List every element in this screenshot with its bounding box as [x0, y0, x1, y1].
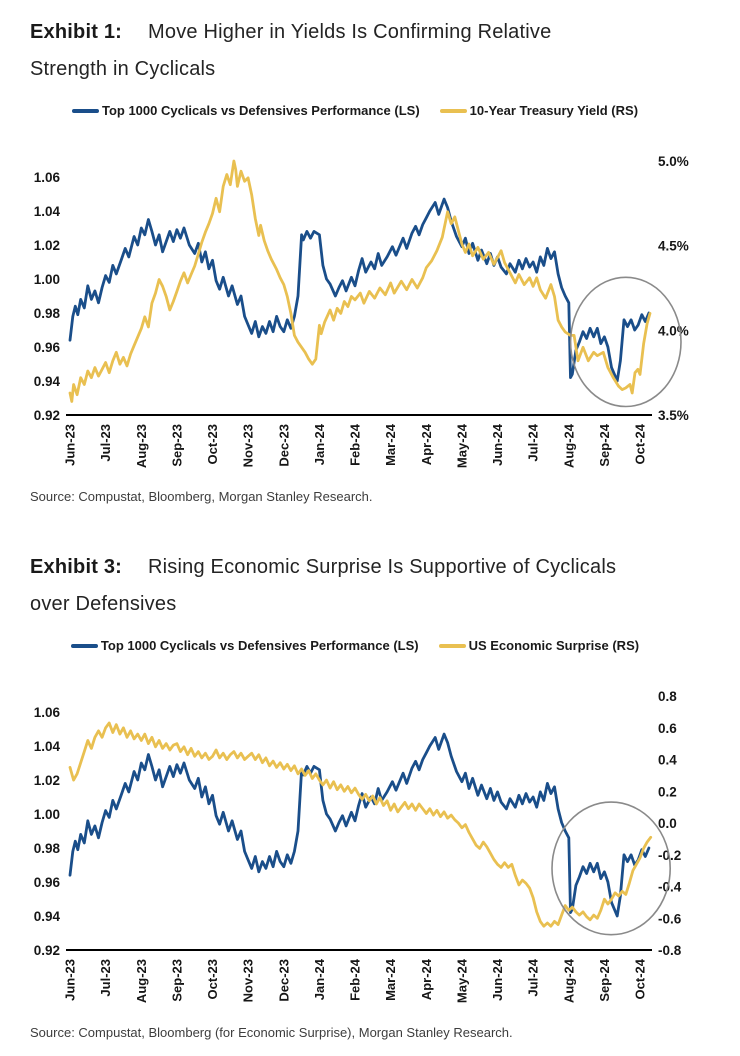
x-axis-tick-label: Mar-24 — [383, 423, 398, 466]
highlight-circle-annotation — [551, 801, 671, 936]
x-axis-tick-label: Jun-24 — [490, 423, 505, 466]
exhibit1-title-line2: Strength in Cyclicals — [30, 58, 216, 80]
x-axis-tick-label: Feb-24 — [348, 958, 363, 1001]
x-axis-tick-label: Jul-24 — [526, 958, 541, 996]
left-axis-tick-label: 0.92 — [34, 943, 60, 958]
exhibit1-title-line1: Move Higher in Yields Is Confirming Rela… — [148, 21, 552, 43]
x-axis-tick-label: Aug-23 — [134, 424, 149, 468]
left-axis-tick-label: 0.92 — [34, 408, 60, 423]
cyclicals-line-swatch — [70, 643, 98, 648]
exhibit3-source: Source: Compustat, Bloomberg (for Econom… — [30, 1025, 513, 1040]
left-axis-tick-label: 1.04 — [34, 204, 61, 219]
x-axis-tick-label: Dec-23 — [276, 959, 291, 1002]
left-axis-tick-label: 0.98 — [34, 306, 61, 321]
x-axis-tick-label: Feb-24 — [348, 423, 363, 466]
right-axis-tick-label: 0.6 — [658, 721, 677, 736]
x-axis-tick-label: May-24 — [454, 423, 469, 468]
economic-surprise-line-swatch — [438, 643, 466, 648]
treasury-yield-line-swatch — [439, 108, 467, 113]
x-axis-tick-label: Oct-23 — [205, 424, 220, 464]
right-axis-tick-label: 0.2 — [658, 784, 677, 799]
left-axis-tick-label: 1.00 — [34, 807, 60, 822]
legend-item-treasury-yield: 10-Year Treasury Yield (RS) — [439, 103, 639, 118]
exhibit1-source: Source: Compustat, Bloomberg, Morgan Sta… — [30, 489, 373, 504]
left-axis-tick-label: 1.06 — [34, 170, 61, 185]
x-axis-tick-label: Oct-23 — [205, 959, 220, 999]
x-axis-tick-label: Jun-24 — [490, 958, 505, 1001]
left-axis-tick-label: 0.96 — [34, 875, 61, 890]
exhibit1-legend: Top 1000 Cyclicals vs Defensives Perform… — [0, 103, 710, 118]
series-line-left — [68, 732, 651, 918]
x-axis-tick-label: Jan-24 — [312, 423, 327, 465]
exhibit1-title: Exhibit 1: Move Higher in Yields Is Confi… — [30, 14, 720, 88]
exhibit1-label: Exhibit 1: — [30, 21, 123, 43]
exhibit3-title: Exhibit 3: Rising Economic Surprise Is Su… — [30, 549, 720, 623]
x-axis-tick-label: Nov-23 — [241, 424, 256, 467]
right-axis-tick-label: 0.4 — [658, 753, 677, 768]
right-axis-tick-label: 4.0% — [658, 323, 689, 338]
highlight-circle-annotation — [569, 276, 682, 408]
legend-item-cyclicals: Top 1000 Cyclicals vs Defensives Perform… — [70, 638, 419, 653]
legend-item-economic-surprise: US Economic Surprise (RS) — [438, 638, 640, 653]
right-axis-tick-label: 0.0 — [658, 816, 677, 831]
x-axis-tick-label: Jul-23 — [98, 959, 113, 997]
exhibit3-title-line2: over Defensives — [30, 593, 177, 615]
x-axis-tick-label: Jan-24 — [312, 958, 327, 1000]
left-axis-tick-label: 1.00 — [34, 272, 60, 287]
series-line-right — [68, 721, 653, 928]
x-axis-tick-label: May-24 — [454, 958, 469, 1003]
left-axis-tick-label: 0.94 — [34, 909, 61, 924]
left-axis-tick-label: 1.02 — [34, 238, 60, 253]
right-axis-tick-label: 0.8 — [658, 689, 677, 704]
x-axis-tick-label: Sep-23 — [169, 424, 184, 467]
x-axis-tick-label: Aug-24 — [561, 958, 576, 1003]
left-axis-tick-label: 1.02 — [34, 773, 60, 788]
x-axis-tick-label: Jun-23 — [63, 959, 78, 1001]
x-axis-tick-label: Jun-23 — [63, 424, 78, 466]
x-axis-tick-label: Dec-23 — [276, 424, 291, 467]
x-axis-tick-label: Apr-24 — [419, 423, 434, 465]
left-axis-tick-label: 0.94 — [34, 374, 61, 389]
series-line-left — [68, 197, 651, 383]
exhibit3-title-line1: Rising Economic Surprise Is Supportive o… — [148, 556, 617, 578]
exhibit3-label: Exhibit 3: — [30, 556, 123, 578]
right-axis-tick-label: -0.8 — [658, 943, 682, 958]
cyclicals-line-swatch — [71, 108, 99, 113]
x-axis-tick-label: Jul-23 — [98, 424, 113, 462]
x-axis-tick-label: Aug-24 — [561, 423, 576, 468]
x-axis-tick-label: Sep-24 — [597, 423, 612, 466]
right-axis-tick-label: -0.6 — [658, 911, 682, 926]
left-axis-tick-label: 0.98 — [34, 841, 61, 856]
right-axis-tick-label: 5.0% — [658, 154, 689, 169]
x-axis-tick-label: Apr-24 — [419, 958, 434, 1000]
exhibit1-chart: 1.06 1.04 1.02 1.00 0.98 0.96 0.94 0.92 5.0% 4.5%… — [34, 154, 689, 468]
left-axis-tick-label: 0.96 — [34, 340, 61, 355]
right-axis-tick-label: 4.5% — [658, 239, 689, 254]
exhibit3-legend: Top 1000 Cyclicals vs Defensives Perform… — [0, 638, 710, 653]
x-axis-tick-label: Mar-24 — [383, 958, 398, 1001]
exhibit3-chart: 1.06 1.04 1.02 1.00 0.98 0.96 0.94 0.92 0.8 0.6 0.… — [34, 689, 682, 1003]
legend-item-cyclicals: Top 1000 Cyclicals vs Defensives Perform… — [71, 103, 420, 118]
right-axis-tick-label: 3.5% — [658, 408, 689, 423]
left-axis-tick-label: 1.06 — [34, 705, 61, 720]
legend-label: Top 1000 Cyclicals vs Defensives Perform… — [100, 638, 419, 653]
legend-label: US Economic Surprise (RS) — [468, 638, 640, 653]
x-axis-tick-label: Nov-23 — [241, 959, 256, 1002]
x-axis-tick-label: Jul-24 — [526, 423, 541, 461]
legend-label: Top 1000 Cyclicals vs Defensives Perform… — [101, 103, 420, 118]
right-axis-tick-label: -0.4 — [658, 880, 682, 895]
left-axis-tick-label: 1.04 — [34, 739, 61, 754]
x-axis-tick-label: Sep-24 — [597, 958, 612, 1001]
legend-label: 10-Year Treasury Yield (RS) — [469, 103, 639, 118]
series-line-right — [68, 159, 652, 403]
x-axis-tick-label: Sep-23 — [169, 959, 184, 1002]
x-axis-tick-label: Aug-23 — [134, 959, 149, 1003]
x-axis-tick-label: Oct-24 — [633, 423, 648, 464]
x-axis-tick-label: Oct-24 — [633, 958, 648, 999]
